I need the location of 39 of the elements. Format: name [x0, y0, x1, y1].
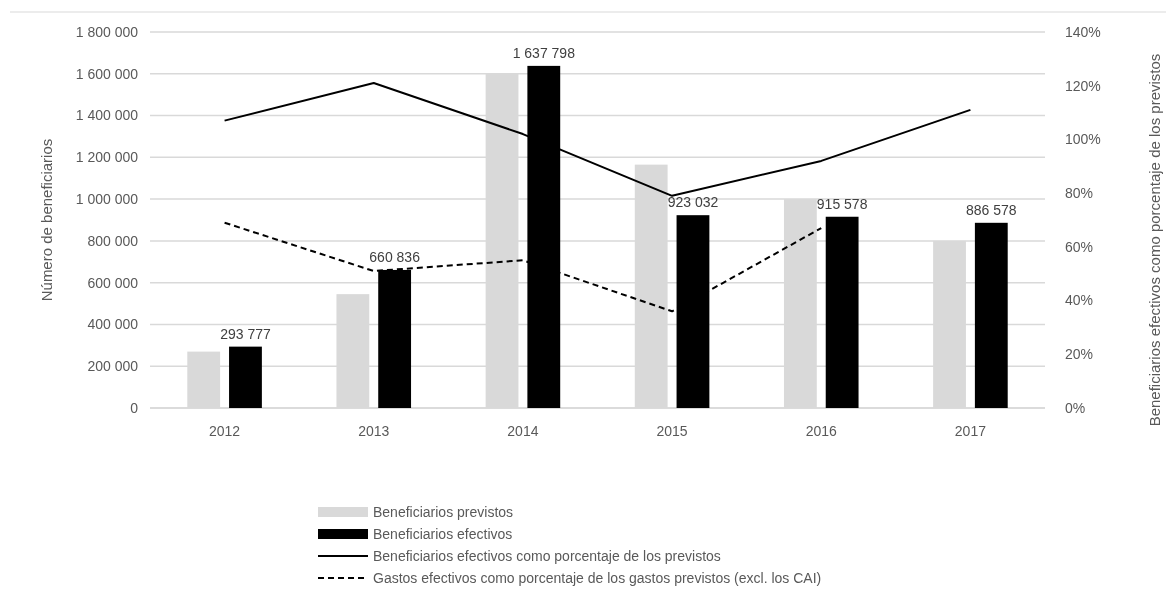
y2-tick-label: 0% [1065, 399, 1086, 416]
y2-tick-label: 80% [1065, 185, 1094, 202]
y2-tick-label: 120% [1065, 77, 1101, 94]
y-tick-label: 600 000 [87, 274, 139, 291]
x-tick-label: 2016 [805, 423, 838, 439]
data-label: 915 578 [816, 195, 868, 212]
legend-label: Beneficiarios efectivos [373, 525, 513, 542]
bar [974, 222, 1008, 408]
y2-tick-label: 100% [1065, 131, 1101, 148]
x-tick-label: 2012 [209, 423, 241, 439]
x-tick-label: 2014 [507, 423, 539, 439]
y2-tick-label: 140% [1065, 23, 1101, 40]
y-tick-label: 1 200 000 [75, 149, 139, 166]
x-tick-label: 2015 [656, 423, 688, 439]
y-tick-label: 0 [130, 399, 139, 416]
legend-label: Gastos efectivos como porcentaje de los gastos previstos (excl. los CAI) [373, 569, 822, 586]
data-label: 660 836 [369, 248, 421, 265]
data-label: 293 777 [220, 325, 271, 342]
y-tick-label: 1 400 000 [75, 107, 139, 124]
y-tick-label: 1 600 000 [75, 65, 139, 82]
legend-label: Beneficiarios previstos [373, 503, 514, 520]
data-label: 1 637 798 [512, 44, 576, 61]
y-tick-label: 400 000 [87, 316, 139, 333]
y-tick-label: 200 000 [87, 358, 139, 375]
x-tick-label: 2013 [358, 423, 390, 439]
y-tick-label: 800 000 [87, 232, 139, 249]
data-label: 886 578 [966, 201, 1017, 218]
y2-tick-label: 40% [1065, 292, 1094, 309]
y2-tick-label: 60% [1065, 238, 1094, 255]
y-tick-label: 1 800 000 [75, 23, 139, 40]
y2-tick-label: 20% [1065, 346, 1094, 363]
x-tick-label: 2017 [954, 423, 987, 439]
bar [825, 216, 859, 408]
legend-label: Beneficiarios efectivos como porcentaje de los previstos [373, 547, 721, 564]
bar [229, 346, 262, 408]
y-axis-title: Número de beneficiarios [38, 138, 55, 302]
y-tick-label: 1 000 000 [75, 191, 139, 208]
data-label: 923 032 [667, 194, 719, 211]
y2-axis-title: Beneficiarios efectivos como porcentaje de los previstos [1146, 53, 1163, 427]
